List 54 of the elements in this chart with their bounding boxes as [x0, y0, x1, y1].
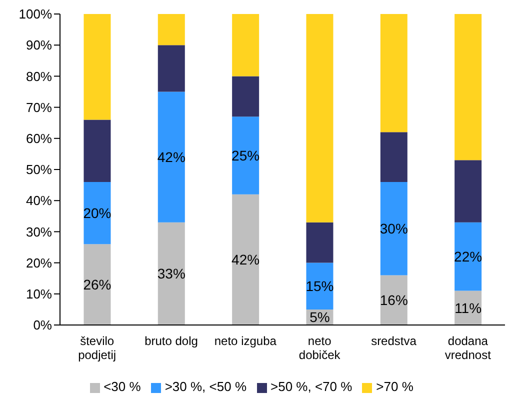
data-label: 11%	[454, 300, 482, 316]
bar	[380, 14, 408, 132]
legend-label: <30 %	[104, 379, 141, 394]
data-label: 16%	[380, 292, 408, 308]
bar	[380, 182, 408, 276]
bar	[158, 45, 185, 92]
bar	[306, 14, 334, 222]
y-tick-label: 90%	[26, 38, 52, 53]
bar	[454, 160, 482, 222]
bar	[84, 14, 111, 120]
y-tick-label: 50%	[26, 162, 52, 178]
bar	[84, 244, 111, 325]
data-label: 42%	[232, 252, 260, 268]
x-tick-label: neto dobiček	[298, 334, 342, 362]
bar	[158, 14, 185, 46]
bar	[232, 194, 260, 325]
bar	[306, 262, 334, 310]
data-label: 20%	[83, 205, 112, 222]
data-label: 30%	[380, 220, 408, 237]
bar	[232, 76, 260, 117]
bar	[380, 132, 408, 182]
y-tick-label: 70%	[26, 100, 52, 115]
bar	[454, 14, 482, 160]
x-tick-label: neto izguba	[214, 334, 277, 348]
data-label: 5%	[310, 309, 330, 326]
x-tick-label: število podjetij	[78, 334, 116, 362]
y-tick-label: 40%	[26, 193, 52, 208]
y-tick-label: 80%	[26, 68, 52, 84]
bar	[232, 14, 260, 76]
data-label: 25%	[232, 148, 260, 164]
y-tick-label: 100%	[18, 6, 52, 22]
bar	[232, 116, 260, 194]
legend-label: >30 %, <50 %	[164, 379, 246, 394]
y-tick-label: 20%	[26, 255, 52, 270]
y-tick-label: 60%	[26, 131, 52, 146]
bar	[158, 92, 185, 222]
data-label: 26%	[83, 276, 112, 293]
y-tick-label: 0%	[33, 318, 52, 333]
bar	[306, 222, 334, 263]
legend-label: >70 %	[376, 379, 414, 394]
bar	[380, 275, 408, 325]
bar	[84, 182, 111, 244]
y-tick-label: 30%	[26, 224, 52, 240]
bar	[454, 222, 482, 291]
y-tick-label: 10%	[26, 286, 52, 302]
x-tick-label: bruto dolg	[144, 334, 198, 348]
legend-label: >50 %, <70 %	[270, 379, 352, 394]
data-label: 15%	[306, 278, 334, 294]
x-tick-label: dodana vrednost	[444, 334, 492, 362]
data-label: 22%	[454, 248, 482, 265]
data-label: 33%	[157, 266, 186, 282]
x-tick-label: sredstva	[371, 334, 417, 348]
bar	[158, 222, 185, 325]
bar	[84, 120, 111, 182]
